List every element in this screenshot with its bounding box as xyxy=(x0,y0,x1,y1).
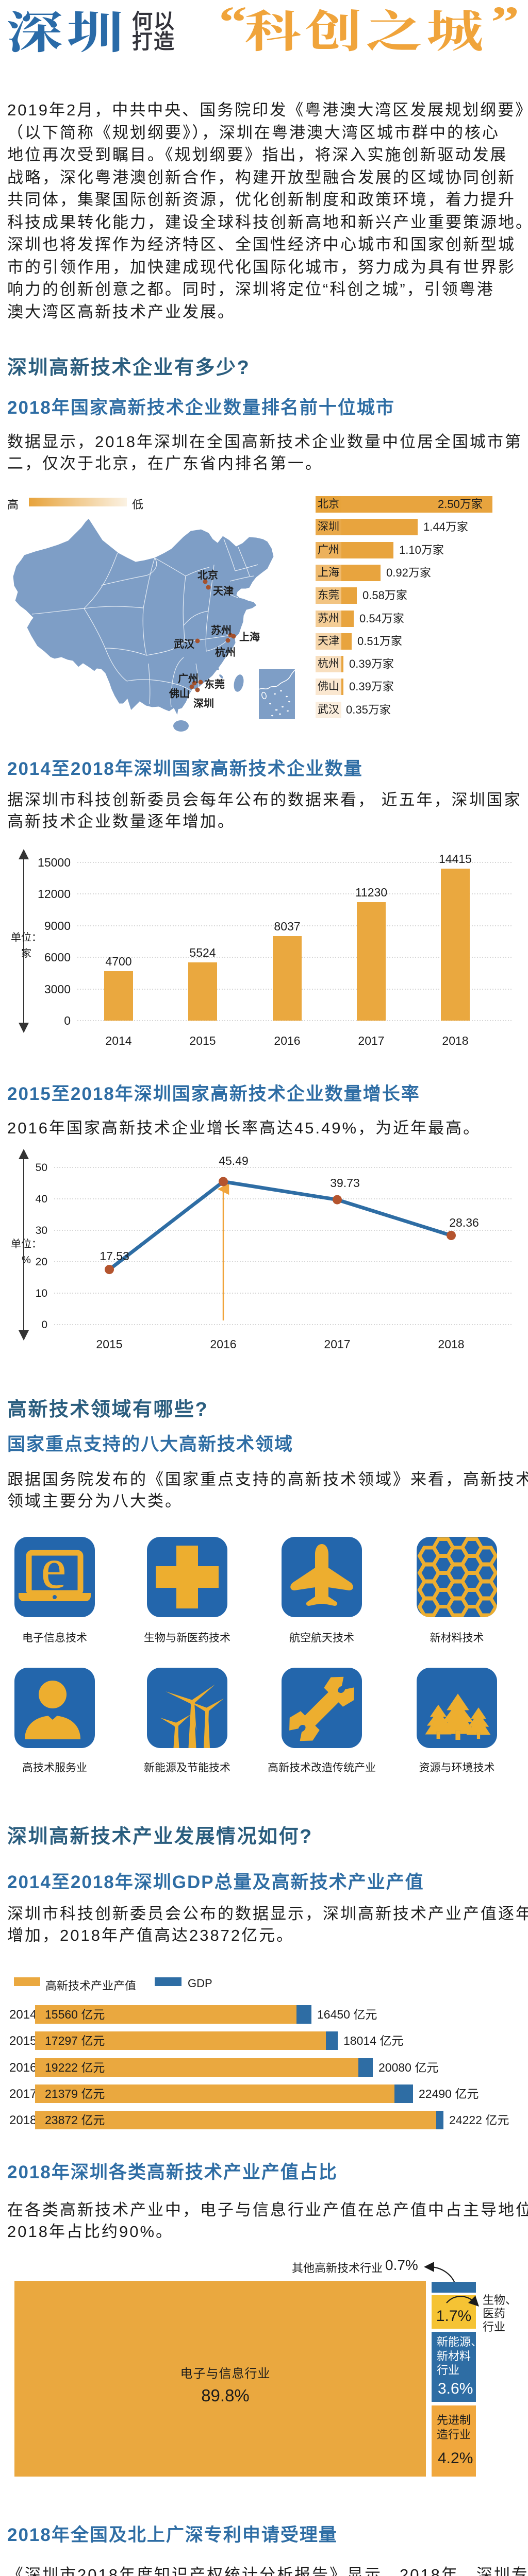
svg-text:0: 0 xyxy=(41,1319,47,1331)
svg-text:40: 40 xyxy=(36,1193,47,1205)
svg-text:30: 30 xyxy=(36,1225,47,1236)
svg-text:e: e xyxy=(41,1537,67,1601)
svg-text:10: 10 xyxy=(36,1287,47,1299)
svg-text:9000: 9000 xyxy=(44,919,71,933)
svg-text:50: 50 xyxy=(36,1162,47,1174)
svg-text:3000: 3000 xyxy=(44,982,71,996)
svg-text:6000: 6000 xyxy=(44,951,71,964)
svg-text:15000: 15000 xyxy=(38,856,71,869)
svg-text:12000: 12000 xyxy=(38,887,71,901)
svg-text:20: 20 xyxy=(36,1256,47,1268)
svg-text:0: 0 xyxy=(64,1014,71,1027)
